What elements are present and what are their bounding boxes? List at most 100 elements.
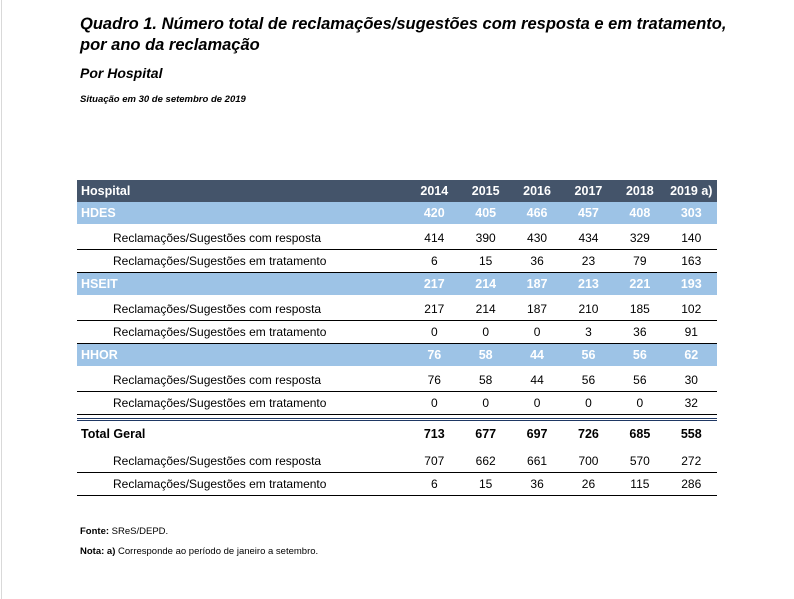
table-body: HDES 420 405 466 457 408 303 Reclamações/Sugest…	[77, 202, 717, 496]
table-row-value: 0	[459, 391, 512, 415]
hospital-group-row-value: 217	[423, 277, 445, 291]
header-hospital: Hospital	[81, 184, 131, 198]
table-subtitle: Por Hospital	[80, 65, 163, 81]
table-row-value: 44	[511, 369, 563, 392]
source-note: Fonte: SReS/DEPD.	[80, 526, 168, 537]
page-edge-rule	[1, 0, 2, 599]
table-row-value: 36	[614, 320, 666, 344]
table-row: Reclamações/Sugestões em tratamento 0 0 0 0 0…	[77, 391, 717, 415]
total-row-value: 726	[562, 418, 615, 447]
total-row: Total Geral 713 677 697 726 685 558	[77, 418, 717, 447]
total-row-label: Total Geral	[77, 418, 409, 447]
situation-date: Situação em 30 de setembro de 2019	[80, 94, 246, 105]
table-row-value: 662	[459, 450, 512, 473]
hospital-group-row-value: 303	[680, 206, 702, 220]
table-row-value: 661	[511, 450, 563, 473]
hospital-group-row: HSEIT 217 214 187 213 221 193	[77, 272, 717, 295]
table-row: Reclamações/Sugestões com resposta 217 214…	[77, 298, 717, 321]
table-row-label: Reclamações/Sugestões em tratamento	[77, 391, 409, 415]
table-row-value: 6	[408, 472, 460, 496]
table-header-row: Hospital 2014 2015 2016 2017 2018 2019 a…	[77, 180, 717, 202]
table-row: Reclamações/Sugestões em tratamento 6 15 36…	[77, 249, 717, 273]
total-row-value: 713	[408, 418, 460, 447]
header-year: 2019 a)	[670, 184, 713, 198]
source-label: Fonte:	[80, 526, 110, 537]
table-row-value: 0	[459, 320, 512, 344]
hospital-group-row-value: 213	[578, 277, 599, 291]
hospital-group-row-value: 56	[632, 348, 647, 362]
table-row: Reclamações/Sugestões com resposta 76 58 44…	[77, 369, 717, 392]
table-row-value: 115	[614, 472, 666, 496]
table-row-value: 79	[614, 249, 666, 273]
hospital-group-row: HDES 420 405 466 457 408 303	[77, 202, 717, 224]
table-row-value: 700	[562, 450, 615, 473]
table-row-value: 36	[511, 249, 563, 273]
table-row-value: 30	[665, 369, 717, 392]
hospital-group-row-label: HDES	[81, 206, 116, 220]
hospital-group-row-value: 420	[423, 206, 445, 220]
header-year: 2015	[471, 184, 500, 198]
table-row: Reclamações/Sugestões com resposta 707 662…	[77, 450, 717, 473]
table-row-value: 390	[459, 227, 512, 250]
table-row-value: 187	[511, 298, 563, 321]
table-row: Reclamações/Sugestões em tratamento 0 0 0 3 3…	[77, 320, 717, 344]
table-row-value: 214	[459, 298, 512, 321]
table-row-value: 6	[408, 249, 460, 273]
table-row-label: Reclamações/Sugestões em tratamento	[77, 249, 409, 273]
table-row-value: 3	[562, 320, 615, 344]
table-row-value: 0	[408, 320, 460, 344]
header-year: 2018	[625, 184, 654, 198]
table-row-value: 434	[562, 227, 615, 250]
hospital-group-row-value: 408	[629, 206, 651, 220]
table-row-value: 15	[459, 249, 512, 273]
table-row-value: 102	[665, 298, 717, 321]
hospital-group-row-value: 62	[684, 348, 699, 362]
hospital-group-row-value: 405	[475, 206, 497, 220]
table-row-value: 76	[408, 369, 460, 392]
total-row-value: 558	[665, 418, 717, 447]
table-row-value: 414	[408, 227, 460, 250]
hospital-group-row-value: 44	[530, 348, 545, 362]
table-row-label: Reclamações/Sugestões com resposta	[77, 227, 409, 250]
hospital-group-row-value: 187	[526, 277, 548, 291]
hospital-group-row-value: 76	[427, 348, 442, 362]
hospital-group-row-value: 457	[578, 206, 599, 220]
hospital-group-row-value: 58	[478, 348, 493, 362]
table-row: Reclamações/Sugestões com resposta 414 390…	[77, 227, 717, 250]
table-row-label: Reclamações/Sugestões em tratamento	[77, 320, 409, 344]
table-row-value: 430	[511, 227, 563, 250]
table-row-value: 570	[614, 450, 666, 473]
table-row-label: Reclamações/Sugestões em tratamento	[77, 472, 409, 496]
note-text: Corresponde ao período de janeiro a sete…	[115, 546, 319, 557]
table-row-label: Reclamações/Sugestões com resposta	[77, 450, 409, 473]
table-row-value: 707	[408, 450, 460, 473]
hospital-group-row-value: 56	[581, 348, 596, 362]
table-row: Reclamações/Sugestões em tratamento 6 15 36…	[77, 472, 717, 496]
hospital-group-row-value: 221	[629, 277, 651, 291]
hospital-group-row-value: 193	[680, 277, 702, 291]
source-text: SReS/DEPD.	[109, 526, 169, 537]
table-row-value: 58	[459, 369, 512, 392]
table-title: Quadro 1. Número total de reclamações/su…	[80, 15, 727, 54]
table-row-value: 26	[562, 472, 615, 496]
hospital-group-row-value: 214	[475, 277, 497, 291]
table-row-value: 56	[614, 369, 666, 392]
total-row-value: 685	[614, 418, 666, 447]
table-row-value: 286	[665, 472, 717, 496]
hospital-group-row-label: HSEIT	[81, 277, 118, 291]
table-row-value: 23	[562, 249, 615, 273]
table-row-value: 329	[614, 227, 666, 250]
table-row-value: 0	[562, 391, 615, 415]
hospital-group-row-label: HHOR	[81, 348, 118, 362]
table-row-value: 36	[511, 472, 563, 496]
table-row-value: 140	[665, 227, 717, 250]
table-row-value: 185	[614, 298, 666, 321]
complaints-table: Hospital 2014 2015 2016 2017 2018 2019 a…	[77, 180, 717, 496]
header-year: 2014	[420, 184, 449, 198]
header-year: 2016	[523, 184, 551, 198]
table-row-value: 15	[459, 472, 512, 496]
table-row-value: 210	[562, 298, 615, 321]
hospital-group-row: HHOR 76 58 44 56 56 62	[77, 343, 717, 366]
hospital-group-row-value: 466	[526, 206, 548, 220]
table-row-value: 0	[511, 320, 563, 344]
